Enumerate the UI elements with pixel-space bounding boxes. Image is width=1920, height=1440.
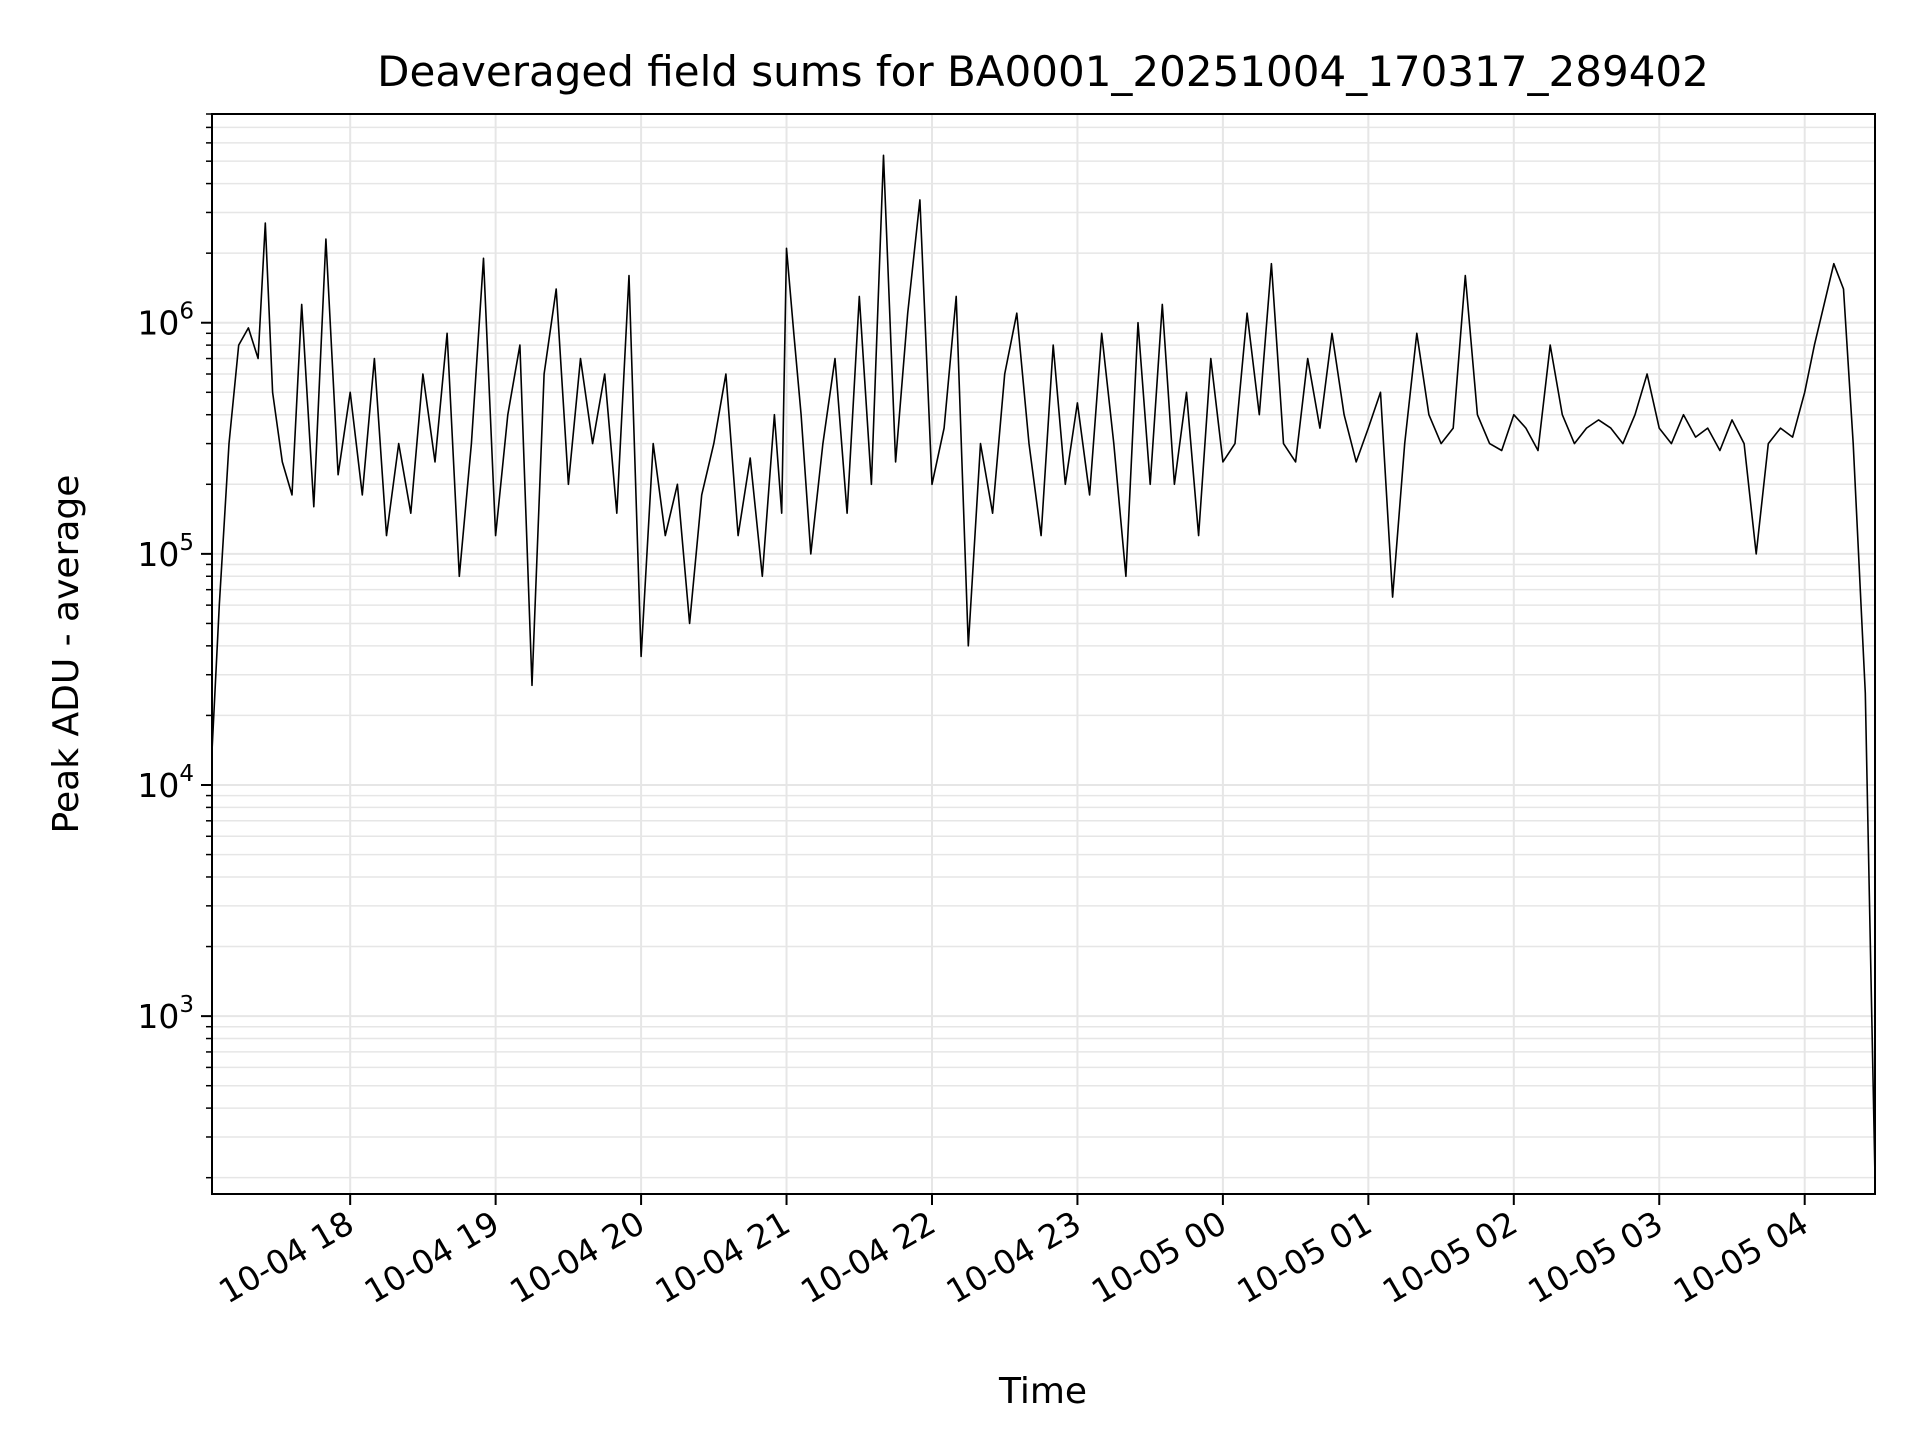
y-tick-label: 105 [137,530,194,574]
x-tick-label: 10-04 20 [503,1203,651,1311]
series-line [211,154,1876,1178]
y-axis-label: Peak ADU - average [46,475,87,834]
y-minor-ticks [206,113,212,1179]
x-tick-label: 10-05 00 [1085,1203,1233,1311]
grid-major [212,114,1875,1194]
x-tick-label: 10-04 21 [649,1203,797,1311]
plot-background [212,114,1875,1194]
x-tick-label: 10-04 18 [212,1203,360,1311]
x-tick-label: 10-05 03 [1521,1203,1669,1311]
x-tick-label: 10-05 04 [1667,1203,1815,1311]
y-tick-label: 103 [137,992,194,1036]
x-tick-label: 10-05 02 [1376,1203,1524,1311]
x-tick-label: 10-05 01 [1230,1203,1378,1311]
x-tick-label: 10-04 19 [358,1203,506,1311]
x-axis-label: Time [998,1371,1087,1412]
y-axis-ticks: 103 104 105 106 [137,299,212,1036]
y-tick-label: 106 [137,299,194,343]
y-tick-label: 104 [137,761,194,805]
plot-frame [211,113,1876,1195]
x-tick-label: 10-04 22 [794,1203,942,1311]
x-tick-label: 10-04 23 [939,1203,1087,1311]
chart-title: Deaveraged field sums for BA0001_2025100… [377,47,1709,96]
